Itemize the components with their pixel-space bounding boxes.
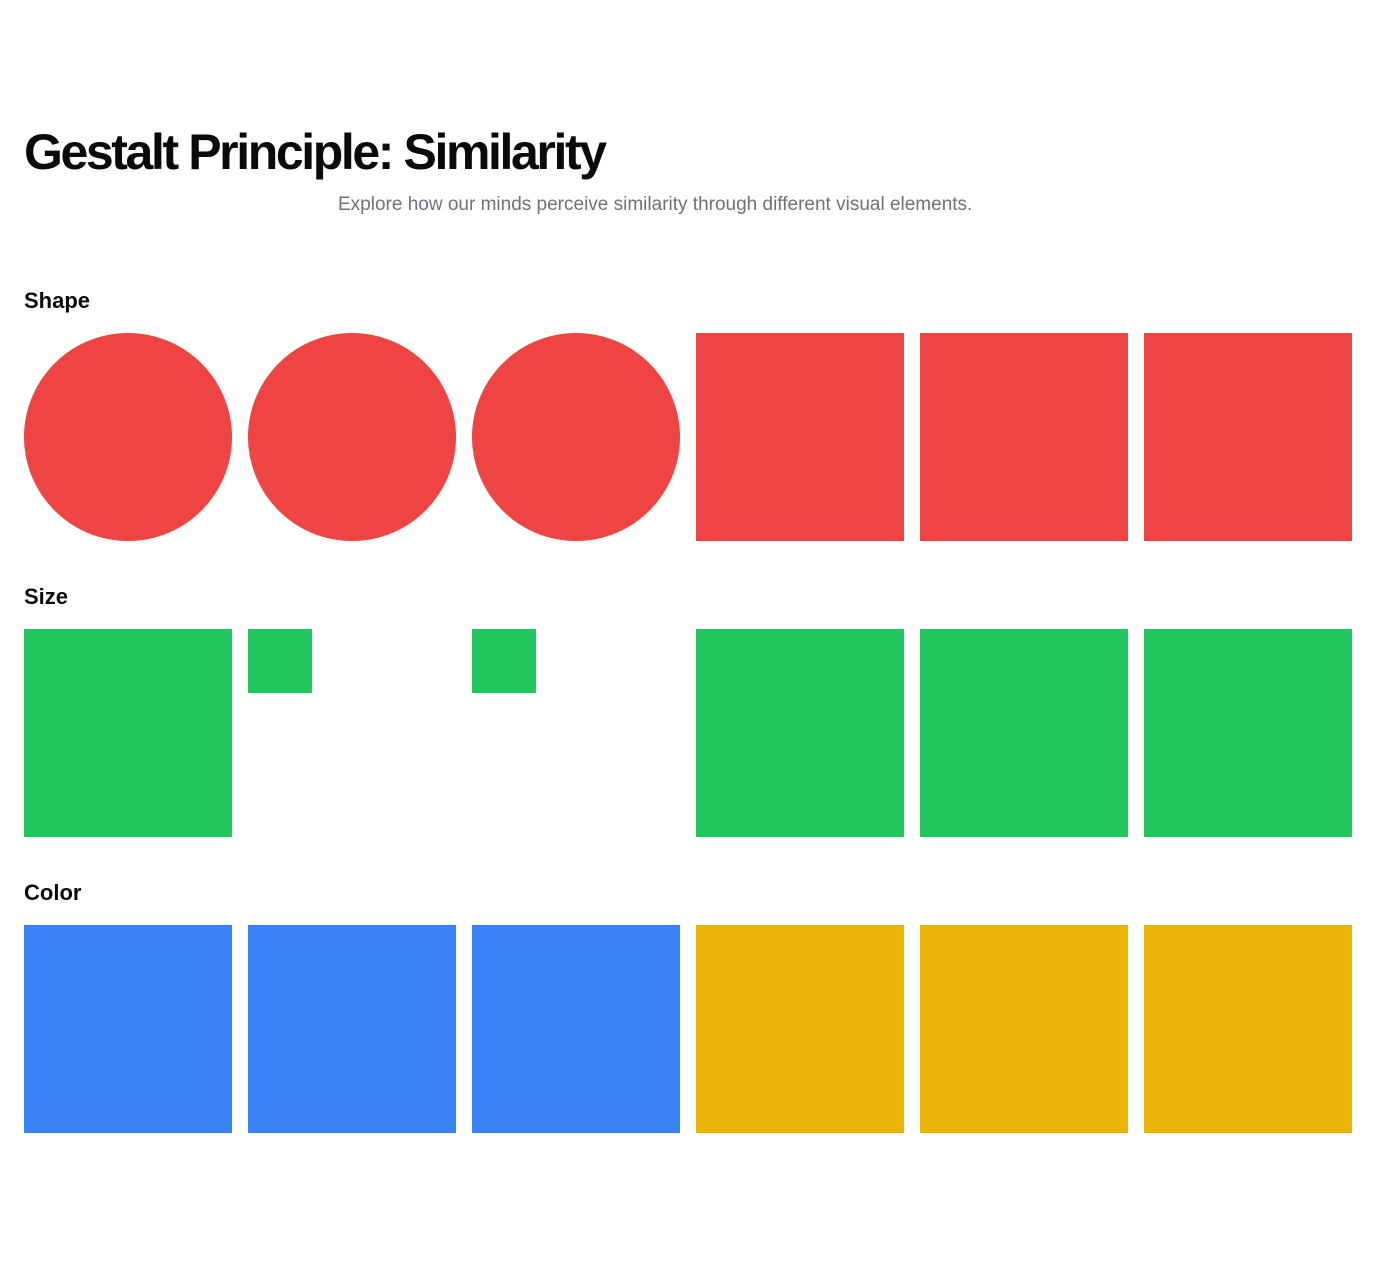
large-square-shape [696,925,904,1133]
shape-cell [696,925,904,1133]
small-square-shape [248,629,312,693]
large-square-shape [1144,629,1352,837]
small-square-shape [472,629,536,693]
section-title-shape: Shape [24,288,90,314]
shape-cell [1144,629,1352,837]
shape-cell [248,629,456,837]
large-square-shape [920,333,1128,541]
section-title-size: Size [24,584,68,610]
shape-row [24,333,1352,541]
shape-cell [24,629,232,837]
shape-cell [920,925,1128,1133]
page-title: Gestalt Principle: Similarity [24,124,605,180]
large-square-shape [696,333,904,541]
shape-cell [24,333,232,541]
page-subtitle: Explore how our minds perceive similarit… [338,188,978,221]
shape-cell [248,333,456,541]
shape-cell [1144,925,1352,1133]
shape-cell [920,629,1128,837]
large-square-shape [920,925,1128,1133]
shape-cell [472,333,680,541]
shape-cell [920,333,1128,541]
large-square-shape [24,629,232,837]
large-square-shape [248,925,456,1133]
shape-cell [248,925,456,1133]
large-square-shape [24,925,232,1133]
shape-cell [24,925,232,1133]
large-square-shape [1144,925,1352,1133]
shape-cell [472,925,680,1133]
large-circle-shape [248,333,456,541]
shape-cell [1144,333,1352,541]
large-circle-shape [472,333,680,541]
color-row [24,925,1352,1133]
section-title-color: Color [24,880,81,906]
large-square-shape [696,629,904,837]
large-square-shape [472,925,680,1133]
shape-cell [472,629,680,837]
shape-cell [696,629,904,837]
large-square-shape [1144,333,1352,541]
large-square-shape [920,629,1128,837]
shape-cell [696,333,904,541]
size-row [24,629,1352,837]
large-circle-shape [24,333,232,541]
